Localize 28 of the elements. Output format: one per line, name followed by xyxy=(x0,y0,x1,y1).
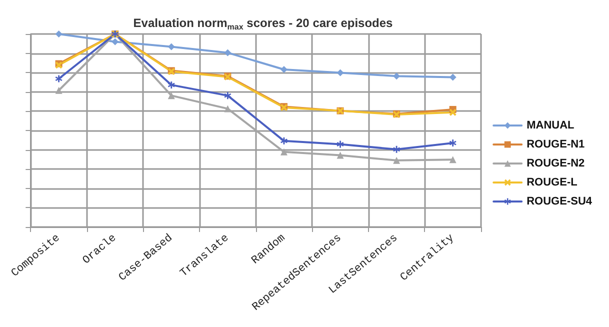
point xyxy=(224,105,232,112)
point xyxy=(168,81,175,88)
point xyxy=(393,146,400,153)
point xyxy=(393,72,400,80)
legend-label: ROUGE-SU4 xyxy=(526,196,593,208)
point xyxy=(280,148,288,156)
point xyxy=(336,140,344,148)
legend-label: MANUAL xyxy=(526,120,575,132)
point xyxy=(336,152,344,159)
point xyxy=(280,66,288,74)
point xyxy=(55,75,62,82)
point xyxy=(449,140,456,147)
point xyxy=(449,74,456,81)
point xyxy=(449,108,456,116)
legend-label: ROUGE-L xyxy=(526,176,578,188)
legend-label: ROUGE-N2 xyxy=(526,158,585,170)
legend-label: ROUGE-N1 xyxy=(526,138,585,150)
point xyxy=(449,156,456,164)
point xyxy=(393,156,400,164)
point xyxy=(224,92,232,100)
point xyxy=(224,49,232,56)
point xyxy=(55,86,62,94)
point xyxy=(55,30,62,38)
point xyxy=(168,92,175,100)
point xyxy=(280,137,288,144)
point xyxy=(336,69,344,76)
point xyxy=(112,38,119,46)
point xyxy=(168,43,175,50)
